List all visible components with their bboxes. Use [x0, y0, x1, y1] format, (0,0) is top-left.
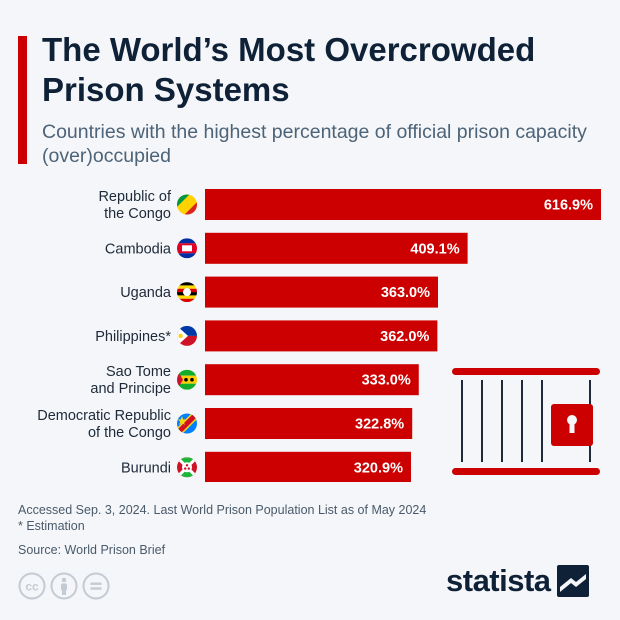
chart-title: The World’s Most Overcrowded Prison Syst… [42, 31, 536, 108]
value-label: 322.8% [355, 417, 404, 433]
bar [205, 451, 411, 482]
category-label: Sao Tome and Principe [90, 364, 171, 397]
value-label: 363.0% [381, 285, 430, 301]
bar-chart: 616.9% Republic of the Congo 409.1% Cambodia… [37, 189, 601, 482]
source-note: Source: World Prison Brief [18, 543, 166, 557]
value-label: 616.9% [544, 198, 593, 214]
philippines-flag-icon [177, 325, 197, 346]
prison-cell-icon [452, 368, 600, 475]
license-icons: cc [18, 572, 110, 600]
statista-logo[interactable]: statista [446, 563, 589, 599]
bar [205, 364, 419, 396]
value-label: 362.0% [380, 329, 429, 345]
svg-text:cc: cc [25, 580, 39, 594]
chart-subtitle: Countries with the highest percentage of… [42, 121, 587, 167]
republic-of-the-congo-flag-icon [177, 194, 197, 215]
category-label: Philippines* [95, 329, 171, 345]
bar [205, 189, 601, 220]
category-label: Democratic Republic of the Congo [37, 408, 171, 441]
value-label: 320.9% [354, 460, 403, 476]
sao-tome-and-principe-flag-icon [177, 369, 197, 390]
bar [205, 320, 438, 352]
access-note: Accessed Sep. 3, 2024. Last World Prison… [18, 503, 427, 517]
category-label: Republic of the Congo [98, 189, 172, 222]
category-label: Cambodia [105, 241, 172, 257]
category-label: Uganda [120, 285, 172, 301]
bar [205, 408, 413, 439]
brand-name: statista [446, 563, 551, 598]
cambodia-flag-icon [177, 238, 197, 259]
uganda-flag-icon [177, 282, 197, 303]
estimation-note: * Estimation [18, 519, 85, 533]
attribution-icon[interactable] [50, 572, 78, 600]
statista-logo-icon [556, 565, 589, 597]
no-derivatives-icon[interactable] [82, 572, 110, 600]
bar [205, 232, 468, 264]
category-label: Burundi [121, 460, 171, 476]
value-label: 333.0% [362, 373, 411, 389]
value-label: 409.1% [410, 241, 459, 257]
footnotes: Accessed Sep. 3, 2024. Last World Prison… [18, 502, 426, 558]
creative-commons-icon[interactable]: cc [18, 572, 46, 600]
bar [205, 276, 439, 308]
burundi-flag-icon [177, 457, 197, 478]
dr-congo-flag-icon [177, 413, 197, 434]
title-accent-bar [18, 36, 27, 164]
